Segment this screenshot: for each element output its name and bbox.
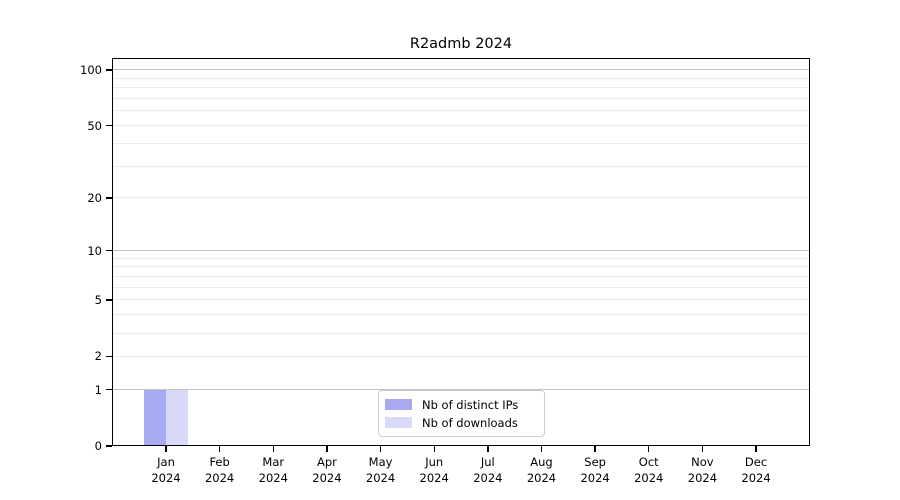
- y-axis-tick: [106, 388, 112, 391]
- y-axis-tick: [106, 124, 112, 127]
- x-axis-tick-label: Nov 2024: [687, 455, 718, 485]
- y-axis-tick-label: 5: [94, 292, 102, 307]
- legend-item-downloads: Nb of downloads: [385, 416, 538, 430]
- y-axis-tick: [106, 299, 112, 301]
- y-axis-tick: [106, 445, 112, 447]
- legend-swatch-distinct-ips-icon: [385, 399, 412, 410]
- legend: Nb of distinct IPs Nb of downloads: [378, 390, 545, 437]
- x-axis-tick-label: Jan 2024: [151, 455, 181, 485]
- x-axis-tick: [433, 446, 435, 452]
- x-axis-tick: [648, 446, 650, 452]
- y-axis-tick-label: 2: [94, 349, 102, 364]
- x-axis-tick-label: Feb 2024: [204, 455, 235, 485]
- x-axis-tick-label: Oct 2024: [634, 455, 664, 485]
- x-axis-tick: [379, 446, 382, 452]
- minor-gridline: [113, 98, 809, 100]
- major-gridline: [113, 389, 809, 390]
- x-axis-tick-label: Sep 2024: [580, 455, 610, 485]
- minor-gridline: [113, 286, 809, 288]
- x-axis-tick-label: Jul 2024: [473, 455, 503, 485]
- legend-swatch-downloads-icon: [385, 417, 412, 428]
- x-axis-tick: [165, 446, 167, 452]
- x-axis-tick: [701, 446, 704, 452]
- minor-gridline: [113, 165, 809, 167]
- y-axis-tick-label: 50: [87, 118, 102, 133]
- minor-gridline: [113, 355, 809, 357]
- minor-gridline: [113, 266, 809, 268]
- y-axis-tick-label: 100: [80, 62, 102, 77]
- major-gridline: [113, 69, 809, 71]
- y-axis-tick-label: 0: [94, 439, 102, 453]
- minor-gridline: [113, 142, 809, 144]
- x-axis-tick: [594, 446, 596, 452]
- y-axis-tick: [106, 249, 112, 252]
- major-gridline: [113, 250, 809, 252]
- legend-label-downloads: Nb of downloads: [422, 415, 518, 430]
- x-axis-tick: [540, 446, 543, 452]
- minor-gridline: [113, 257, 809, 259]
- x-axis-tick-label: Dec 2024: [741, 455, 771, 485]
- x-axis-tick: [326, 446, 328, 452]
- x-axis-tick-label: Mar 2024: [258, 455, 288, 485]
- minor-gridline: [113, 299, 809, 301]
- minor-gridline: [113, 77, 809, 79]
- minor-gridline: [113, 125, 809, 127]
- bar-nb-of-distinct-ips-jan: [144, 389, 166, 446]
- minor-gridline: [113, 110, 809, 112]
- y-axis-tick: [106, 69, 112, 71]
- x-axis-tick: [272, 446, 274, 452]
- x-axis-tick-label: May 2024: [365, 455, 396, 485]
- minor-gridline: [113, 197, 809, 199]
- minor-gridline: [113, 87, 809, 89]
- bar-nb-of-downloads-jan: [166, 389, 188, 446]
- legend-item-distinct-ips: Nb of distinct IPs: [385, 398, 538, 412]
- y-axis-tick: [106, 197, 112, 199]
- x-axis-tick: [755, 446, 757, 452]
- x-axis-tick-label: Aug 2024: [526, 455, 557, 485]
- y-axis-tick: [106, 355, 112, 358]
- minor-gridline: [113, 332, 809, 334]
- x-axis-tick-label: Apr 2024: [312, 455, 342, 485]
- x-axis-tick: [487, 446, 489, 452]
- x-axis-tick-label: Jun 2024: [419, 455, 449, 485]
- plot-frame: [112, 58, 810, 446]
- y-axis-tick-label: 20: [87, 190, 102, 205]
- x-axis-tick: [218, 446, 221, 452]
- legend-label-distinct-ips: Nb of distinct IPs: [422, 397, 519, 412]
- y-axis-tick-label: 1: [94, 382, 102, 397]
- chart-title: R2admb 2024: [409, 36, 513, 52]
- y-axis-tick-label: 10: [87, 243, 102, 258]
- minor-gridline: [113, 276, 809, 278]
- minor-gridline: [113, 314, 809, 316]
